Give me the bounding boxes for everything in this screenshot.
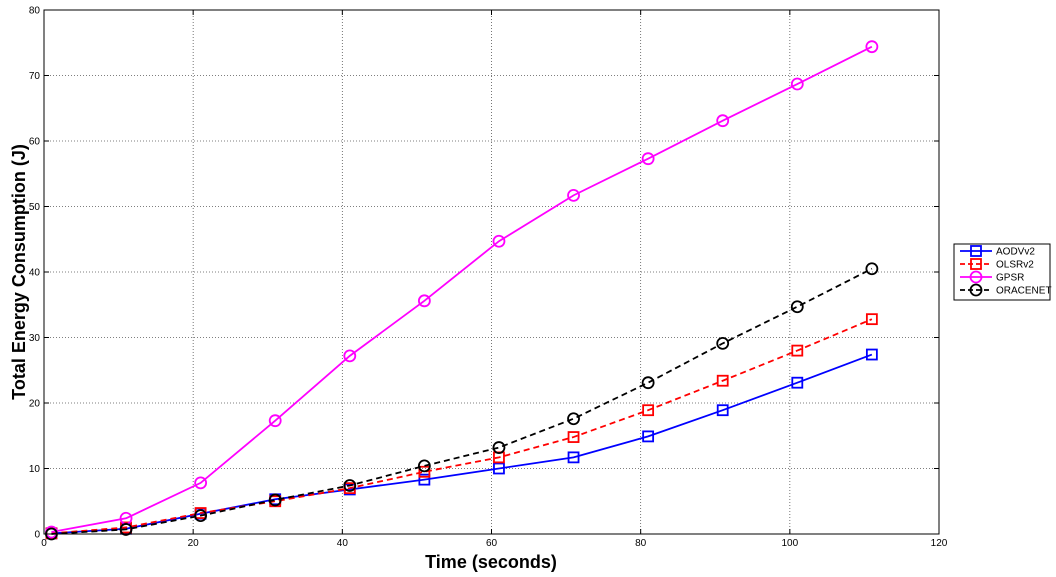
data-point-gpsr — [417, 294, 431, 308]
data-point-oracenet — [268, 493, 282, 507]
data-point-aodvv2 — [791, 376, 804, 389]
data-point-gpsr — [194, 476, 208, 490]
data-point-olsrv2 — [716, 374, 729, 387]
legend-label: OLSRv2 — [996, 260, 1034, 271]
data-point-oracenet — [343, 479, 357, 492]
series-oracenet — [45, 262, 879, 541]
legend-swatch-marker — [970, 258, 982, 270]
legend-entry-aodvv2: AODVv2 — [960, 245, 1035, 258]
data-point-oracenet — [865, 262, 879, 276]
legend-swatch-marker — [970, 245, 982, 257]
legend-entry-olsrv2: OLSRv2 — [960, 258, 1034, 271]
y-tick-label: 0 — [34, 530, 40, 541]
data-point-oracenet — [641, 376, 655, 390]
y-tick-label: 70 — [29, 71, 41, 82]
data-point-oracenet — [567, 412, 580, 426]
data-point-aodvv2 — [418, 473, 431, 486]
data-point-gpsr — [268, 414, 282, 428]
x-tick-label: 0 — [41, 538, 47, 549]
data-point-olsrv2 — [567, 431, 580, 443]
grid-lines — [44, 10, 939, 534]
data-point-gpsr — [492, 234, 506, 248]
data-point-oracenet — [716, 336, 730, 350]
legend: AODVv2 OLSRv2 GPSR ORACENET — [953, 243, 1052, 301]
y-tick-label: 50 — [29, 202, 41, 213]
axis-ticks: 0 20 40 60 80 100 120 0 10 20 30 40 50 60 70 80 — [29, 6, 948, 550]
legend-label: ORACENET — [996, 286, 1052, 297]
y-tick-label: 60 — [29, 137, 41, 148]
y-tick-label: 30 — [29, 333, 41, 344]
y-axis-label: Total Energy Consumption (J) — [9, 144, 29, 400]
data-point-aodvv2 — [642, 430, 655, 443]
legend-label: GPSR — [996, 273, 1024, 284]
series-gpsr — [45, 40, 879, 539]
x-tick-label: 40 — [337, 538, 349, 549]
data-point-olsrv2 — [791, 344, 804, 357]
series-line-gpsr — [51, 45, 873, 533]
data-point-gpsr — [865, 40, 879, 54]
legend-swatch-marker — [969, 283, 983, 297]
x-tick-label: 60 — [486, 538, 498, 549]
data-point-olsrv2 — [865, 313, 878, 326]
x-tick-label: 80 — [635, 538, 647, 549]
data-point-oracenet — [119, 523, 133, 536]
legend-label: AODVv2 — [996, 247, 1035, 258]
legend-entry-gpsr: GPSR — [960, 270, 1024, 284]
data-point-gpsr — [567, 188, 580, 202]
data-point-oracenet — [790, 300, 804, 314]
data-point-oracenet — [194, 509, 208, 523]
y-tick-label: 10 — [29, 464, 41, 475]
data-point-aodvv2 — [716, 404, 729, 417]
x-tick-label: 100 — [781, 538, 798, 549]
data-point-gpsr — [641, 152, 655, 166]
data-point-aodvv2 — [567, 451, 580, 464]
series-line-aodvv2 — [51, 353, 873, 535]
data-point-gpsr — [790, 77, 804, 91]
x-tick-label: 120 — [931, 538, 948, 549]
y-tick-label: 20 — [29, 399, 41, 410]
data-point-aodvv2 — [493, 462, 505, 475]
y-tick-label: 80 — [29, 6, 41, 17]
data-point-aodvv2 — [865, 348, 878, 361]
series-line-olsrv2 — [51, 318, 873, 535]
data-point-gpsr — [343, 349, 357, 363]
x-tick-label: 20 — [188, 538, 200, 549]
legend-swatch-marker — [969, 270, 983, 284]
x-axis-label: Time (seconds) — [425, 552, 557, 572]
data-point-gpsr — [716, 114, 730, 128]
legend-entry-oracenet: ORACENET — [960, 283, 1052, 297]
y-tick-label: 40 — [29, 268, 41, 279]
data-point-oracenet — [417, 459, 431, 473]
series-layer — [45, 40, 879, 541]
data-point-olsrv2 — [418, 465, 431, 478]
data-point-oracenet — [492, 441, 506, 454]
data-point-olsrv2 — [642, 404, 655, 417]
